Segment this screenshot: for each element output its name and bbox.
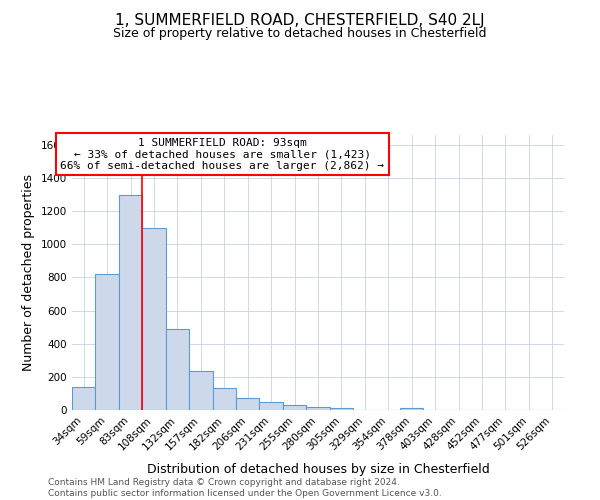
Bar xyxy=(330,408,353,410)
Bar xyxy=(212,388,236,410)
Bar xyxy=(259,402,283,410)
Bar xyxy=(95,274,119,410)
Text: Size of property relative to detached houses in Chesterfield: Size of property relative to detached ho… xyxy=(113,28,487,40)
Bar xyxy=(72,387,95,410)
Bar xyxy=(283,405,306,410)
Bar xyxy=(119,194,142,410)
Bar xyxy=(166,329,189,410)
Bar xyxy=(400,408,424,410)
X-axis label: Distribution of detached houses by size in Chesterfield: Distribution of detached houses by size … xyxy=(146,463,490,476)
Bar xyxy=(189,371,212,410)
Bar xyxy=(142,228,166,410)
Bar xyxy=(236,398,259,410)
Bar xyxy=(306,406,330,410)
Text: Contains HM Land Registry data © Crown copyright and database right 2024.
Contai: Contains HM Land Registry data © Crown c… xyxy=(48,478,442,498)
Y-axis label: Number of detached properties: Number of detached properties xyxy=(22,174,35,371)
Text: 1 SUMMERFIELD ROAD: 93sqm
← 33% of detached houses are smaller (1,423)
66% of se: 1 SUMMERFIELD ROAD: 93sqm ← 33% of detac… xyxy=(60,138,384,171)
Text: 1, SUMMERFIELD ROAD, CHESTERFIELD, S40 2LJ: 1, SUMMERFIELD ROAD, CHESTERFIELD, S40 2… xyxy=(115,12,485,28)
